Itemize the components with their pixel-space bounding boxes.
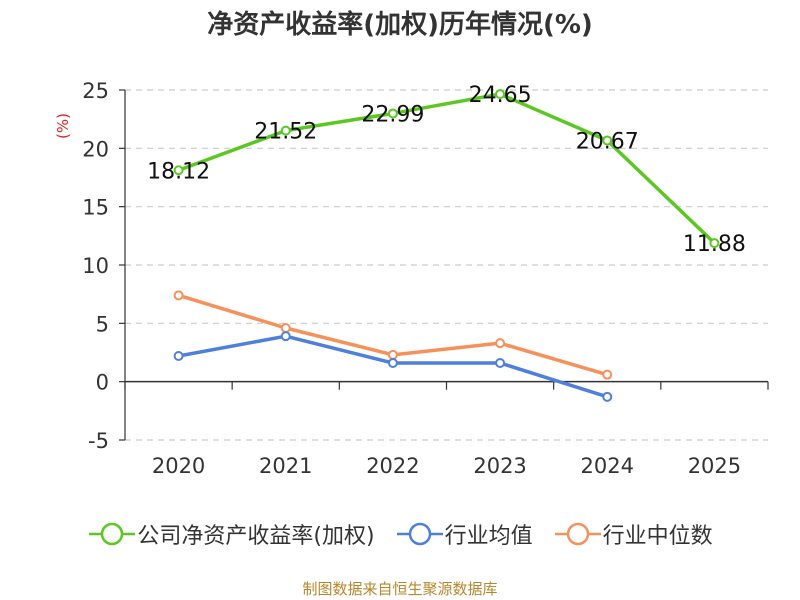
data-label: 18.12 xyxy=(147,159,210,184)
gridlines xyxy=(125,89,768,441)
data-point xyxy=(173,351,184,361)
data-point xyxy=(173,290,184,301)
x-tick-label: 2024 xyxy=(581,454,634,478)
legend-label: 行业中位数 xyxy=(602,524,713,549)
data-label: 22.99 xyxy=(361,102,424,127)
legend-item[interactable]: 公司净资产收益率(加权) xyxy=(87,518,375,550)
legend-marker-icon xyxy=(396,522,443,546)
chart-title: 净资产收益率(加权)历年情况(%) xyxy=(207,10,593,40)
legend-marker-icon xyxy=(89,522,136,546)
data-point xyxy=(602,369,613,380)
data-point xyxy=(387,358,398,368)
y-tick-label: 5 xyxy=(96,312,109,336)
data-point xyxy=(495,338,506,349)
legend-item[interactable]: 行业中位数 xyxy=(553,518,713,550)
data-point xyxy=(602,135,613,146)
legend-label: 公司净资产收益率(加权) xyxy=(137,524,375,549)
axes: 25 20 15 10 5 0 -5 (%) 2020 2021 2022 2023 2024 2025 xyxy=(54,79,769,478)
data-label: 11.88 xyxy=(683,232,746,257)
y-tick-label: 10 xyxy=(82,254,109,278)
legend: 公司净资产收益率(加权) 行业均值 行业中位数 xyxy=(0,518,800,550)
data-point xyxy=(495,89,506,100)
legend-label: 行业均值 xyxy=(444,524,533,549)
data-point xyxy=(709,238,720,249)
x-tick-label: 2020 xyxy=(152,454,205,478)
data-label: 24.65 xyxy=(469,83,532,108)
y-tick-label: 15 xyxy=(82,196,109,220)
series-lines xyxy=(173,89,720,402)
data-point xyxy=(280,331,291,342)
data-label: 20.67 xyxy=(576,130,639,155)
data-point xyxy=(280,323,291,333)
data-point xyxy=(387,108,398,119)
data-point xyxy=(602,391,613,402)
y-tick-label: 20 xyxy=(82,137,109,161)
x-tick-label: 2025 xyxy=(688,454,741,478)
data-point xyxy=(173,165,184,176)
y-axis-label: (%) xyxy=(54,113,72,139)
y-tick-label: 0 xyxy=(96,371,109,395)
source-note: 制图数据来自恒生聚源数据库 xyxy=(302,580,498,598)
x-tick-label: 2021 xyxy=(259,454,312,478)
data-labels: 18.12 21.52 22.99 24.65 20.67 11.88 xyxy=(147,83,746,257)
y-tick-label: 25 xyxy=(82,79,109,103)
legend-marker-icon xyxy=(554,522,601,546)
y-tick-label: -5 xyxy=(88,429,109,453)
legend-item[interactable]: 行业均值 xyxy=(395,518,533,550)
x-tick-label: 2023 xyxy=(473,454,526,478)
data-label: 21.52 xyxy=(254,120,317,145)
data-point xyxy=(387,349,398,360)
x-tick-label: 2022 xyxy=(366,454,419,478)
data-point xyxy=(495,358,506,368)
series-line xyxy=(177,92,716,245)
data-point xyxy=(280,125,291,136)
